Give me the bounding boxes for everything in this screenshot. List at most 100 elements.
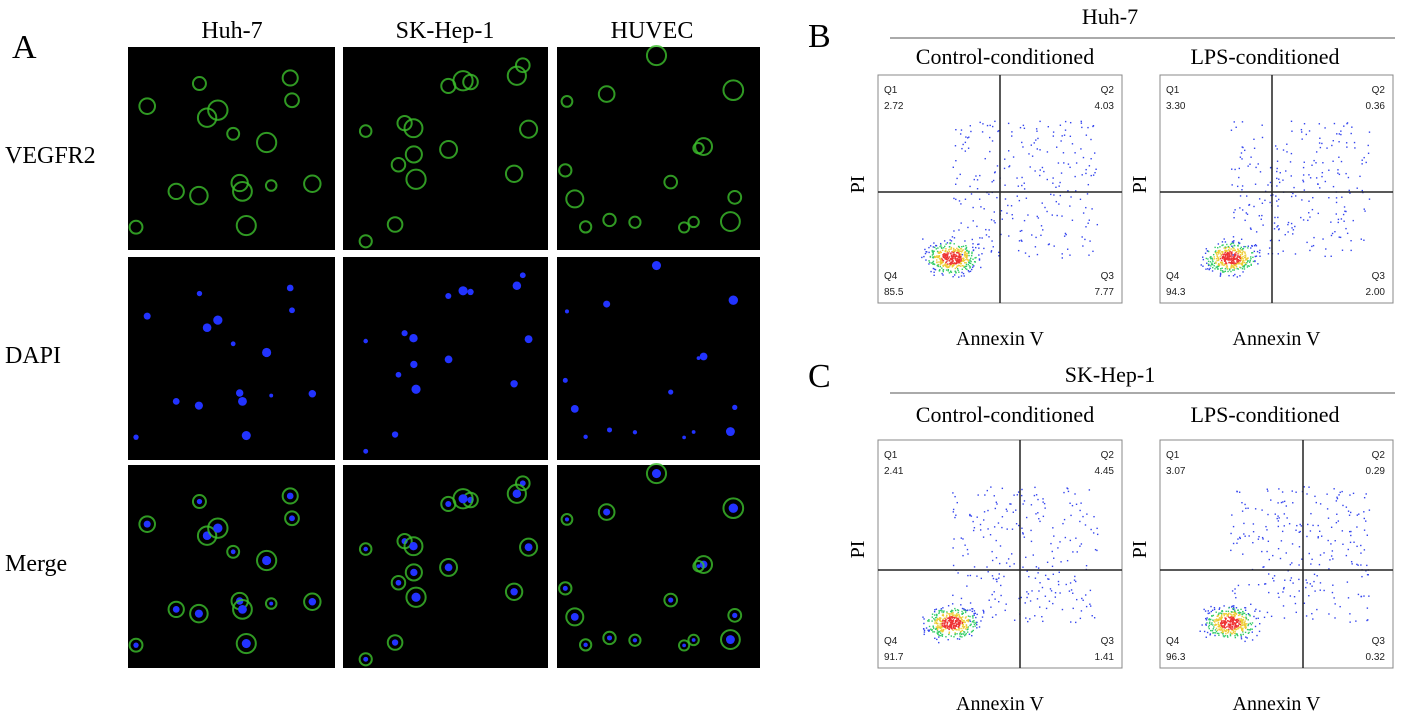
event-dot <box>1267 513 1269 516</box>
event-dot <box>1239 195 1242 197</box>
event-dot <box>933 250 935 252</box>
event-dot <box>936 622 938 625</box>
event-dot <box>964 265 967 268</box>
event-dot <box>942 613 944 615</box>
event-dot <box>1220 617 1222 619</box>
event-dot <box>1326 147 1328 149</box>
event-dot <box>1004 184 1006 186</box>
event-dot <box>1238 176 1240 179</box>
event-dot <box>1233 610 1236 613</box>
event-dot <box>1065 583 1067 586</box>
event-dot <box>1240 608 1242 611</box>
event-dot <box>1012 156 1015 158</box>
event-dot <box>1335 201 1338 204</box>
event-dot <box>1229 623 1232 625</box>
event-dot <box>1223 247 1225 249</box>
event-dot <box>953 636 955 638</box>
event-dot <box>1060 172 1063 174</box>
event-dot <box>969 260 971 262</box>
cell-green <box>358 652 373 667</box>
event-dot <box>1250 263 1252 266</box>
nucleus <box>562 585 568 591</box>
event-dot <box>962 625 964 627</box>
event-dot <box>1222 271 1224 273</box>
event-dot <box>991 616 994 619</box>
event-dot <box>1229 243 1232 246</box>
event-dot <box>969 262 972 265</box>
event-dot <box>995 557 998 559</box>
event-dot <box>1242 146 1244 149</box>
event-dot <box>1046 561 1049 564</box>
event-dot <box>1218 626 1220 628</box>
event-dot <box>1278 488 1280 490</box>
event-dot <box>946 242 949 244</box>
event-dot <box>1283 513 1286 515</box>
event-dot <box>1091 615 1093 617</box>
events <box>922 486 1099 644</box>
event-dot <box>933 274 935 277</box>
event-dot <box>1228 257 1230 260</box>
cell-green <box>403 536 424 557</box>
event-dot <box>1227 631 1230 633</box>
event-dot <box>1282 501 1284 503</box>
event-dot <box>993 211 996 213</box>
event-dot <box>940 627 942 629</box>
nucleus <box>172 605 180 613</box>
event-dot <box>967 619 970 622</box>
event-dot <box>1232 620 1234 623</box>
event-dot <box>940 620 943 623</box>
event-dot <box>1060 561 1062 563</box>
event-dot <box>953 263 955 266</box>
event-dot <box>1235 262 1237 264</box>
event-dot <box>961 636 963 638</box>
event-dot <box>1237 538 1239 540</box>
event-dot <box>1235 264 1238 266</box>
event-dot <box>1253 615 1255 618</box>
event-dot <box>1090 138 1092 141</box>
event-dot <box>1201 624 1203 626</box>
event-dot <box>958 624 960 626</box>
event-dot <box>958 629 960 631</box>
event-dot <box>939 250 942 253</box>
event-dot <box>958 258 961 260</box>
event-dot <box>971 634 973 637</box>
event-dot <box>1212 619 1214 621</box>
event-dot <box>1246 213 1249 215</box>
event-dot <box>1347 548 1349 551</box>
event-dot <box>1210 257 1212 260</box>
event-dot <box>938 618 940 621</box>
event-dot <box>1227 255 1229 257</box>
event-dot <box>1231 608 1234 610</box>
event-dot <box>938 255 941 257</box>
event-dot <box>1059 592 1061 594</box>
event-dot <box>1051 565 1054 568</box>
event-dot <box>956 638 959 640</box>
event-dot <box>1288 523 1291 525</box>
event-dot <box>1243 616 1245 619</box>
event-dot <box>1244 620 1246 622</box>
event-dot <box>1022 566 1024 568</box>
event-dot <box>961 264 964 267</box>
event-dot <box>1230 628 1232 630</box>
event-dot <box>941 614 944 617</box>
event-dot <box>986 124 989 127</box>
event-dot <box>1311 612 1313 615</box>
event-dot <box>937 633 939 636</box>
event-dot <box>1345 506 1348 508</box>
event-dot <box>1041 166 1044 169</box>
event-dot <box>1250 623 1253 626</box>
event-dot <box>948 252 950 254</box>
event-dot <box>1229 255 1232 257</box>
event-dot <box>941 611 943 613</box>
event-dot <box>948 266 951 268</box>
event-dot <box>1241 621 1243 623</box>
event-dot <box>1227 267 1229 270</box>
event-dot <box>973 612 975 615</box>
event-dot <box>1239 248 1242 250</box>
event-dot <box>1367 574 1369 576</box>
event-dot <box>1220 618 1222 621</box>
event-dot <box>1333 597 1335 599</box>
event-dot <box>1228 256 1230 258</box>
event-dot <box>1258 198 1261 200</box>
event-dot <box>941 624 943 626</box>
